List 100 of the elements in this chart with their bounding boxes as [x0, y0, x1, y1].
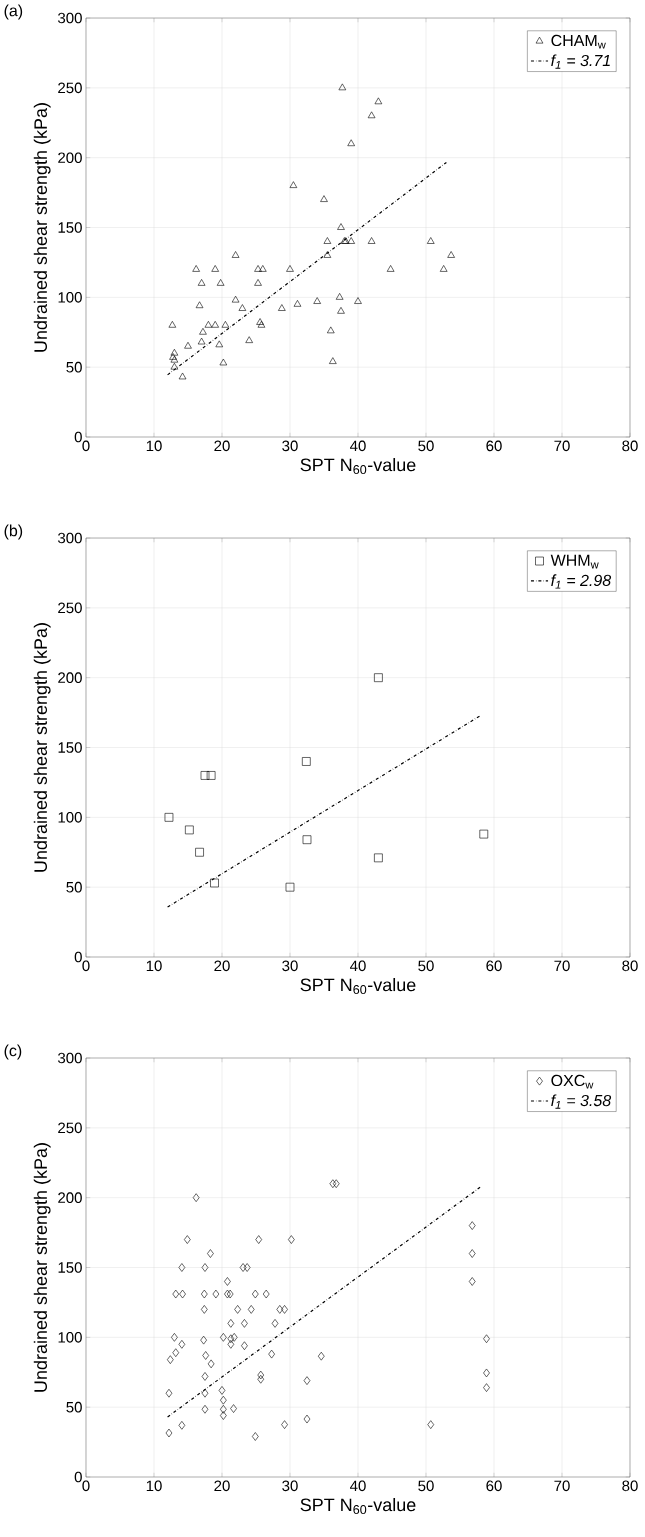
point: [285, 882, 295, 892]
x-tick-label: 40: [349, 440, 366, 452]
y-tick-label: 100: [58, 812, 82, 823]
point: [293, 300, 302, 307]
point: [256, 318, 264, 325]
y-tick-label: 150: [58, 742, 82, 753]
legend-label: f$_{1}$ = 3.58: [551, 1094, 612, 1109]
point: [278, 304, 286, 311]
point: [238, 304, 247, 311]
point: [195, 847, 204, 857]
point: [374, 853, 383, 863]
point: [329, 357, 337, 364]
legend-label: WHM$_{w}$: [550, 554, 599, 569]
point: [313, 297, 321, 304]
x-tick-label: 60: [486, 440, 502, 452]
x-tick-label: 10: [146, 960, 162, 972]
point: [447, 251, 455, 258]
point: [323, 237, 332, 244]
point: [327, 326, 335, 334]
y-tick-label: 0: [74, 1471, 82, 1483]
y-tick-label: 50: [66, 361, 82, 373]
y-tick-label: 150: [58, 222, 82, 233]
y-tick-label: 200: [58, 672, 82, 683]
point: [185, 825, 194, 835]
point: [439, 265, 448, 272]
point: [323, 251, 332, 258]
x-tick-label: 80: [622, 960, 638, 972]
point: [374, 97, 383, 105]
y-axis-title: Undrained shear strength (kPa): [33, 1143, 51, 1392]
point: [231, 295, 240, 303]
point: [347, 139, 355, 147]
point: [254, 279, 262, 286]
point: [245, 336, 253, 343]
y-tick-label: 0: [74, 431, 82, 443]
y-tick-label: 0: [74, 951, 82, 963]
point: [219, 358, 228, 366]
point: [164, 813, 174, 822]
point: [335, 293, 344, 300]
x-tick-label: 60: [486, 960, 502, 972]
point: [195, 301, 204, 309]
y-tick-label: 300: [58, 532, 82, 544]
x-tick-label: 50: [418, 960, 434, 972]
x-tick-label: 50: [418, 440, 434, 452]
y-tick-label: 100: [58, 292, 82, 303]
y-tick-label: 50: [66, 1401, 82, 1413]
point: [286, 265, 294, 272]
y-axis-title: Undrained shear strength (kPa): [33, 623, 51, 872]
x-tick-label: 10: [146, 440, 162, 452]
point: [170, 348, 179, 356]
point: [200, 771, 210, 780]
point: [289, 181, 298, 188]
point: [257, 320, 266, 328]
point: [354, 297, 362, 304]
x-tick-label: 20: [214, 440, 230, 452]
point: [302, 757, 311, 766]
point: [374, 673, 383, 682]
point: [168, 320, 177, 328]
point: [216, 279, 225, 286]
point: [302, 835, 312, 844]
point: [221, 320, 230, 328]
point: [178, 372, 187, 380]
point: [320, 195, 328, 202]
point: [254, 265, 262, 272]
x-tick-label: 10: [146, 1480, 162, 1492]
point: [204, 320, 213, 328]
x-tick-label: 0: [82, 440, 90, 452]
x-tick-label: 30: [282, 960, 298, 972]
y-tick-label: 50: [66, 881, 82, 893]
x-tick-label: 70: [554, 960, 570, 972]
chart-title: (b): [4, 524, 23, 540]
point: [386, 265, 395, 272]
legend-label: f$_{1}$ = 2.98: [551, 574, 612, 589]
y-tick-label: 100: [58, 1332, 82, 1343]
x-axis-title: SPT N$_{60}$-value: [300, 1498, 416, 1515]
x-tick-label: 40: [349, 960, 366, 972]
point: [170, 362, 179, 370]
x-tick-label: 0: [82, 960, 90, 972]
point: [199, 327, 207, 335]
y-tick-label: 250: [58, 82, 82, 94]
x-tick-label: 80: [622, 1480, 638, 1492]
y-axis-title: Undrained shear strength (kPa): [33, 103, 51, 352]
x-tick-label: 60: [486, 1480, 502, 1492]
x-tick-label: 20: [214, 960, 230, 972]
point: [197, 279, 206, 286]
point: [426, 237, 435, 244]
y-tick-label: 150: [58, 1262, 82, 1273]
legend-label: CHAM$_{w}$: [551, 34, 606, 49]
x-tick-label: 0: [82, 1480, 90, 1492]
y-tick-label: 200: [58, 152, 82, 163]
point: [367, 111, 376, 119]
x-tick-label: 70: [554, 440, 570, 452]
point: [206, 771, 216, 780]
y-tick-label: 300: [58, 1052, 82, 1064]
x-axis-title: SPT N$_{60}$-value: [300, 458, 416, 475]
point: [170, 355, 179, 363]
x-tick-label: 40: [349, 1480, 366, 1492]
point: [197, 337, 206, 345]
point: [184, 341, 192, 349]
point: [347, 237, 355, 244]
y-tick-label: 250: [58, 602, 82, 614]
